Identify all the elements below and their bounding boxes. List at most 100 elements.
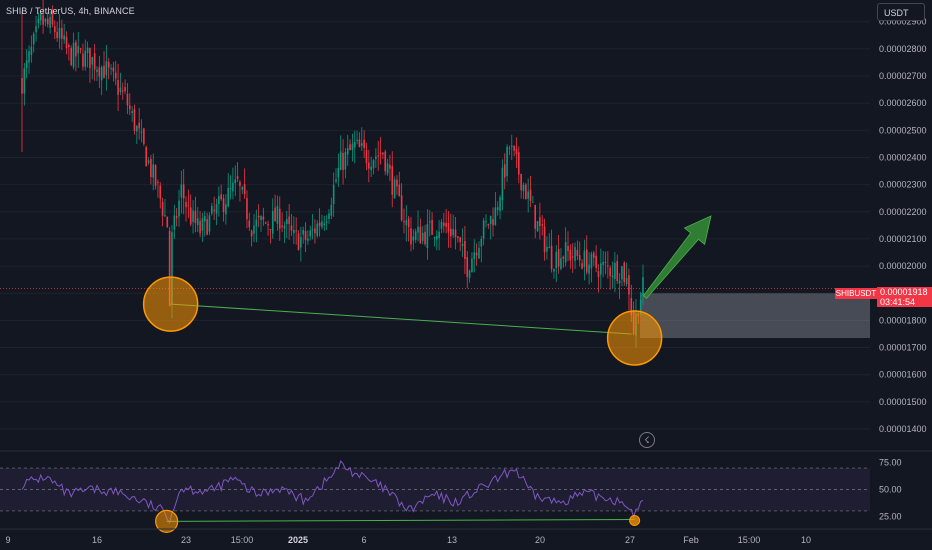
lightning-icon[interactable]: ☇ <box>639 432 655 448</box>
candle <box>211 202 213 216</box>
candle <box>543 218 546 261</box>
candle <box>527 178 529 213</box>
candle-body <box>110 68 112 70</box>
candle <box>248 212 251 232</box>
candle <box>103 51 105 79</box>
candle-body <box>311 229 314 231</box>
candle <box>450 213 452 248</box>
candle-body <box>353 142 356 148</box>
candle-body <box>234 179 237 184</box>
candle <box>203 211 206 237</box>
candle <box>290 214 293 236</box>
candle <box>410 216 412 252</box>
candle <box>609 265 611 290</box>
candle <box>421 225 424 245</box>
candle <box>590 251 593 283</box>
candle <box>267 220 269 236</box>
candle-body <box>447 222 450 233</box>
candle-body <box>478 247 480 259</box>
candle-body <box>211 205 213 214</box>
candle-body <box>454 229 457 238</box>
candle-body <box>553 269 555 272</box>
candle-body <box>288 216 290 224</box>
candle <box>515 137 518 168</box>
rsi-tick-label: 25.00 <box>879 511 902 521</box>
target-arrow <box>642 215 712 299</box>
candle-body <box>407 218 410 227</box>
candle-body <box>257 215 260 218</box>
currency-button[interactable]: USDT <box>877 3 925 21</box>
candle <box>82 43 84 71</box>
candle <box>424 224 426 247</box>
candle <box>323 215 326 232</box>
candle <box>328 208 330 224</box>
candle-body <box>180 184 183 198</box>
candle-body <box>21 78 23 94</box>
candle-body <box>304 230 307 240</box>
candle-body <box>468 270 471 278</box>
candle <box>72 32 75 70</box>
candle-body <box>574 246 576 261</box>
candle-body <box>503 164 506 178</box>
candle <box>339 135 342 171</box>
candle <box>407 215 410 242</box>
candle-body <box>131 110 133 113</box>
candle-body <box>150 158 152 177</box>
candle-body <box>51 13 54 25</box>
candle <box>84 39 87 71</box>
candle <box>147 157 150 165</box>
candle <box>23 63 26 106</box>
price-axis[interactable]: 0.00002900 0.00002800 0.00002700 0.00002600… <box>879 17 927 434</box>
candle <box>274 194 276 222</box>
candle <box>161 197 164 227</box>
candle <box>487 223 490 229</box>
candle-body <box>243 184 246 195</box>
candle-body <box>107 61 110 68</box>
candle <box>625 262 628 287</box>
candle-body <box>515 149 518 155</box>
candle-body <box>391 166 394 195</box>
rsi-tick-label: 50.00 <box>879 485 902 495</box>
candle-body <box>560 258 562 269</box>
candle <box>396 175 398 195</box>
candle <box>39 10 42 26</box>
candle-body <box>91 57 94 65</box>
candle-body <box>138 122 140 129</box>
candle <box>58 14 61 49</box>
time-axis[interactable]: 9 16 23 15:00 2025 6 13 20 27 Feb 15:00 10 <box>0 528 932 545</box>
candle-body <box>518 152 520 175</box>
candle-body <box>510 145 513 147</box>
candle <box>51 5 54 28</box>
candle-body <box>403 221 405 223</box>
candle-body <box>349 144 351 151</box>
candle-body <box>536 221 539 232</box>
candle-body <box>278 208 281 229</box>
candle-body <box>220 194 222 200</box>
candle-body <box>520 173 522 191</box>
candle <box>187 189 190 219</box>
candle-body <box>286 219 288 224</box>
price-tick-label: 0.00001400 <box>879 424 927 434</box>
candle-body <box>532 201 534 203</box>
candle <box>98 55 101 89</box>
candle <box>480 235 483 263</box>
candle <box>229 175 232 200</box>
candle-body <box>25 60 28 69</box>
candle <box>468 269 471 283</box>
candle-body <box>136 126 138 132</box>
candle <box>314 219 316 244</box>
candle-body <box>300 237 302 248</box>
candle <box>194 196 197 233</box>
candle <box>257 204 260 228</box>
candle-body <box>39 13 42 21</box>
candle <box>124 79 126 95</box>
candle <box>492 207 494 237</box>
candle <box>628 268 630 311</box>
candle <box>393 176 396 199</box>
candle <box>159 182 162 209</box>
candle-body <box>171 232 173 305</box>
price-gridlines <box>0 21 870 430</box>
candle <box>232 167 234 200</box>
candle-body <box>154 165 157 186</box>
